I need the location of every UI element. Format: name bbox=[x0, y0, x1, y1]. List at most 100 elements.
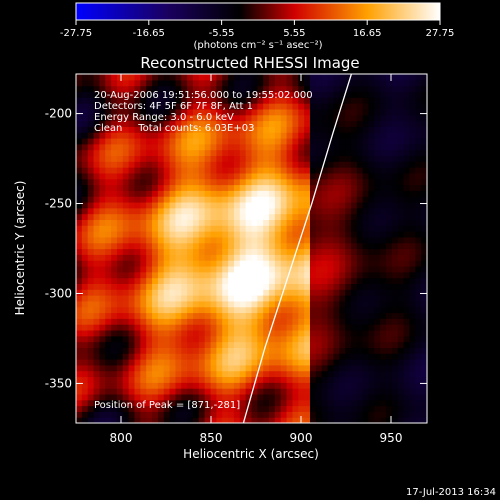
heatmap-cell bbox=[403, 364, 411, 372]
heatmap-cell bbox=[415, 388, 422, 395]
heatmap-cell bbox=[415, 149, 422, 157]
heatmap-cell bbox=[280, 265, 288, 273]
heatmap-cell bbox=[345, 231, 352, 238]
heatmap-cell bbox=[333, 364, 340, 372]
heatmap-cell bbox=[251, 236, 258, 244]
heatmap-cell bbox=[286, 149, 294, 157]
heatmap-cell bbox=[93, 295, 100, 302]
heatmap-cell bbox=[204, 324, 212, 331]
heatmap-cell bbox=[233, 143, 241, 151]
heatmap-cell bbox=[187, 161, 194, 168]
heatmap-cell bbox=[403, 213, 411, 221]
heatmap-cell bbox=[134, 324, 141, 331]
heatmap-cell bbox=[134, 347, 141, 354]
heatmap-cell bbox=[286, 324, 294, 331]
heatmap-cell bbox=[175, 149, 182, 157]
heatmap-cell bbox=[368, 359, 375, 366]
heatmap-cell bbox=[233, 108, 241, 116]
heatmap-cell bbox=[310, 265, 317, 273]
heatmap-cell bbox=[362, 190, 370, 197]
heatmap-cell bbox=[81, 149, 89, 157]
heatmap-cell bbox=[128, 196, 136, 203]
heatmap-cell bbox=[204, 312, 212, 319]
heatmap-cell bbox=[128, 108, 136, 116]
heatmap-cell bbox=[321, 161, 329, 168]
x-tick-label: 800 bbox=[110, 431, 133, 445]
heatmap-cell bbox=[421, 231, 427, 238]
heatmap-cell bbox=[222, 347, 229, 354]
heatmap-cell bbox=[239, 225, 247, 232]
heatmap-cell bbox=[333, 196, 340, 203]
heatmap-cell bbox=[356, 196, 364, 203]
heatmap-cell bbox=[116, 178, 124, 186]
heatmap-cell bbox=[233, 225, 241, 232]
heatmap-cell bbox=[386, 312, 393, 319]
heatmap-cell bbox=[181, 405, 188, 412]
heatmap-cell bbox=[269, 242, 276, 250]
heatmap-cell bbox=[397, 289, 405, 296]
heatmap-cell bbox=[391, 312, 399, 319]
heatmap-cell bbox=[122, 306, 130, 314]
heatmap-cell bbox=[128, 219, 136, 226]
heatmap-cell bbox=[321, 231, 329, 238]
heatmap-cell bbox=[310, 126, 317, 133]
heatmap-cell bbox=[368, 312, 375, 319]
heatmap-cell bbox=[198, 341, 206, 348]
heatmap-cell bbox=[269, 231, 276, 238]
heatmap-cell bbox=[187, 254, 194, 261]
heatmap-cell bbox=[374, 318, 381, 325]
heatmap-cell bbox=[274, 201, 282, 209]
heatmap-cell bbox=[374, 382, 381, 389]
heatmap-cell bbox=[87, 161, 95, 168]
heatmap-cell bbox=[310, 132, 317, 139]
heatmap-cell bbox=[146, 341, 153, 348]
heatmap-cell bbox=[93, 97, 100, 104]
heatmap-cell bbox=[87, 271, 95, 279]
heatmap-cell bbox=[245, 137, 253, 145]
heatmap-cell bbox=[181, 411, 188, 418]
heatmap-cell bbox=[216, 231, 223, 238]
heatmap-cell bbox=[409, 329, 416, 337]
heatmap-cell bbox=[315, 207, 323, 215]
heatmap-cell bbox=[146, 393, 153, 401]
heatmap-cell bbox=[222, 318, 229, 325]
heatmap-cell bbox=[415, 318, 422, 325]
heatmap-cell bbox=[175, 341, 182, 348]
heatmap-cell bbox=[122, 137, 130, 145]
heatmap-cell bbox=[409, 132, 416, 139]
heatmap-cell bbox=[111, 161, 118, 168]
heatmap-cell bbox=[263, 324, 270, 331]
heatmap-cell bbox=[280, 335, 288, 343]
heatmap-cell bbox=[409, 312, 416, 319]
heatmap-cell bbox=[397, 318, 405, 325]
heatmap-cell bbox=[386, 196, 393, 203]
heatmap-cell bbox=[327, 364, 334, 372]
heatmap-cell bbox=[181, 213, 188, 221]
heatmap-cell bbox=[76, 277, 83, 284]
heatmap-cell bbox=[304, 155, 311, 162]
heatmap-cell bbox=[321, 196, 329, 203]
heatmap-cell bbox=[315, 196, 323, 203]
heatmap-cell bbox=[421, 97, 427, 104]
heatmap-cell bbox=[310, 399, 317, 407]
heatmap-cell bbox=[233, 207, 241, 215]
heatmap-cell bbox=[175, 382, 182, 389]
heatmap-cell bbox=[415, 254, 422, 261]
heatmap-cell bbox=[198, 289, 206, 296]
heatmap-cell bbox=[292, 242, 299, 250]
heatmap-cell bbox=[327, 132, 334, 139]
heatmap-cell bbox=[298, 271, 305, 279]
heatmap-cell bbox=[233, 393, 241, 401]
heatmap-cell bbox=[380, 149, 387, 157]
heatmap-cell bbox=[315, 411, 323, 418]
heatmap-cell bbox=[280, 236, 288, 244]
heatmap-cell bbox=[116, 399, 124, 407]
heatmap-cell bbox=[193, 126, 200, 133]
heatmap-cell bbox=[81, 79, 89, 87]
heatmap-cell bbox=[263, 79, 270, 87]
heatmap-cell bbox=[333, 388, 340, 395]
heatmap-cell bbox=[274, 79, 282, 87]
heatmap-cell bbox=[409, 178, 416, 186]
heatmap-cell bbox=[292, 335, 299, 343]
heatmap-cell bbox=[216, 364, 223, 372]
